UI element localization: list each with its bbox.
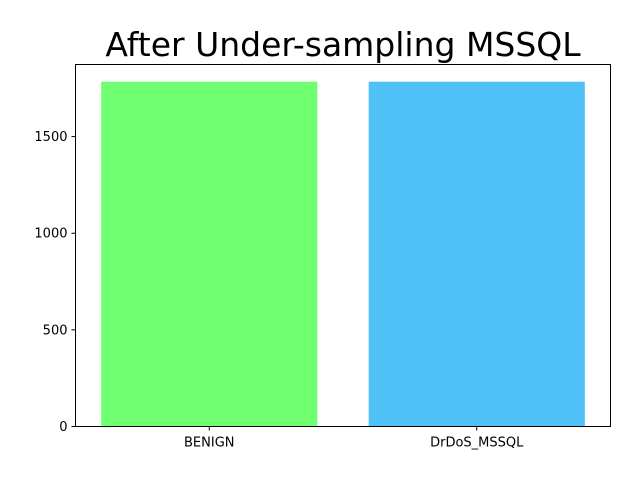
y-tick-label: 1500 xyxy=(34,130,67,145)
chart-title: After Under-sampling MSSQL xyxy=(105,25,581,64)
y-tick-label: 0 xyxy=(59,420,67,435)
x-tick-label: DrDoS_MSSQL xyxy=(430,436,524,451)
plot-frame xyxy=(75,64,611,427)
bar-drdos-mssql xyxy=(368,81,585,427)
y-tick-label: 500 xyxy=(43,323,68,338)
bars-layer xyxy=(101,81,585,427)
x-tick-label: BENIGN xyxy=(184,436,235,451)
y-axis: 0 500 1000 1500 xyxy=(34,130,76,435)
x-axis: BENIGN DrDoS_MSSQL xyxy=(184,426,524,451)
bar-benign xyxy=(101,81,318,427)
y-tick-label: 1000 xyxy=(34,227,67,242)
